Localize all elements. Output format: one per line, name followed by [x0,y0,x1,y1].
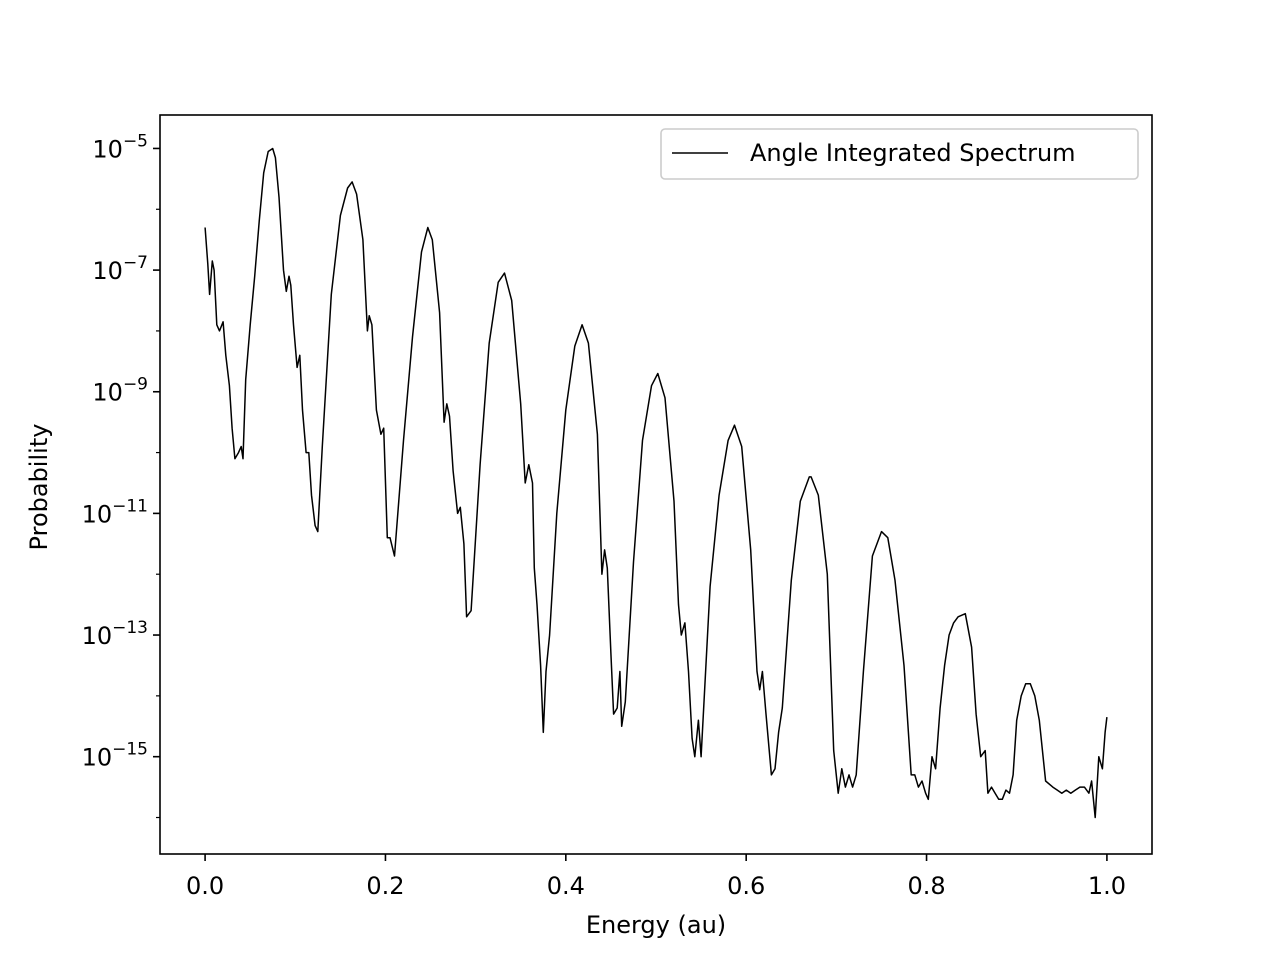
axes-frame [159,114,1153,855]
y-tick-label: 10−7 [92,253,148,285]
y-axis: 10−5 10−7 10−9 10−11 10−13 10−15 [82,131,160,819]
legend-label: Angle Integrated Spectrum [750,139,1076,167]
x-tick-label: 0.6 [727,872,765,900]
plot-area [204,147,1108,819]
x-tick-label: 0.2 [366,872,404,900]
y-tick-label: 10−9 [92,375,148,407]
y-axis-label: Probability [25,424,53,551]
legend-box [660,128,1139,180]
x-tick-label: 1.0 [1088,872,1126,900]
series-line-angle-integrated-spectrum [204,147,1108,819]
x-tick-label: 0.4 [547,872,585,900]
x-tick-label: 0.0 [186,872,224,900]
legend: Angle Integrated Spectrum [660,128,1139,180]
y-tick-label: 10−11 [82,496,148,528]
x-tick-label: 0.8 [907,872,945,900]
x-axis-label: Energy (au) [586,911,726,939]
y-tick-label: 10−15 [82,740,148,772]
y-tick-label: 10−5 [92,131,148,163]
x-axis: 0.0 0.2 0.4 0.6 0.8 1.0 [186,854,1126,900]
y-tick-label: 10−13 [82,618,148,650]
